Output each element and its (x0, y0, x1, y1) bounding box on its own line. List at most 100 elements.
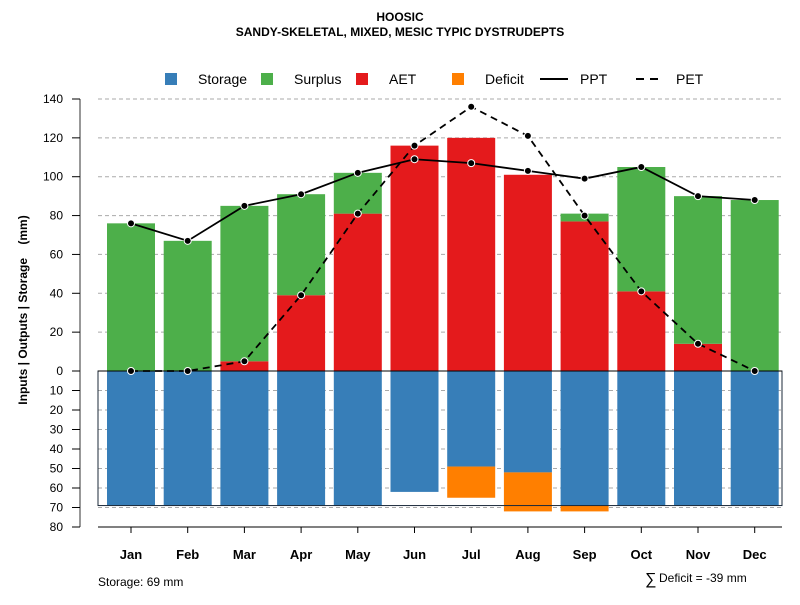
pet-point (580, 211, 589, 220)
aet-bar (503, 174, 552, 371)
legend-swatch-deficit (452, 73, 464, 85)
ppt-point (183, 236, 192, 245)
aet-bar (560, 221, 609, 371)
y-tick-label: 60 (50, 247, 64, 261)
x-tick-label: Dec (743, 547, 767, 562)
x-tick-label: May (345, 547, 371, 562)
pet-point (694, 339, 702, 348)
aet-bar (617, 291, 666, 371)
deficit-annotation: Deficit = -39 mm (659, 571, 747, 585)
y-tick-label: 120 (43, 131, 63, 145)
ppt-point (353, 168, 362, 177)
x-tick-label: Sep (573, 547, 597, 562)
surplus-bar (674, 196, 722, 344)
x-tick-label: Jun (403, 547, 426, 562)
storage-bar (730, 371, 779, 506)
x-tick-label: Aug (515, 547, 540, 562)
aet-bar (447, 137, 496, 371)
storage-bar (277, 371, 326, 506)
x-tick-label: Apr (290, 547, 312, 562)
y-tick-label: 70 (50, 501, 64, 515)
ppt-point (580, 174, 589, 183)
surplus-bar (617, 167, 666, 292)
y-tick-label: 60 (50, 481, 64, 495)
surplus-bar (277, 194, 326, 296)
ppt-point (240, 201, 249, 210)
pet-point (410, 141, 419, 150)
storage-bar (107, 371, 155, 506)
ppt-line (130, 158, 755, 242)
ppt-point (467, 159, 476, 168)
pet-point (523, 131, 532, 140)
aet-bar (277, 295, 326, 371)
legend-swatch-aet (356, 73, 368, 85)
deficit-bar (560, 505, 609, 512)
deficit-bar (503, 472, 552, 512)
y-tick-label: 20 (50, 403, 64, 417)
legend: Storage Surplus AET Deficit PPT PET (165, 71, 704, 87)
ppt-point (637, 163, 646, 171)
pet-point (127, 367, 135, 375)
pet-point (750, 367, 759, 375)
chart-subtitle: SANDY-SKELETAL, MIXED, MESIC TYPIC DYSTR… (236, 25, 564, 39)
pet-point (467, 102, 476, 111)
y-tick-label: 100 (43, 170, 63, 184)
y-tick-label: 80 (50, 209, 64, 223)
aet-bar (333, 213, 382, 371)
storage-bar (503, 371, 552, 473)
chart-title: HOOSIC (376, 10, 424, 24)
storage-bar (390, 371, 439, 492)
pet-line (131, 105, 756, 372)
y-axis-label: Inputs | Outputs | Storage (mm) (16, 215, 30, 404)
aet-bar (674, 343, 722, 371)
ppt-point (297, 190, 306, 199)
surplus-bar (730, 200, 779, 371)
aet-bar (390, 145, 439, 371)
bars (97, 137, 783, 512)
storage-annotation: Storage: 69 mm (98, 575, 183, 589)
y-tick-label: 140 (43, 92, 63, 106)
y-tick-label: 10 (50, 384, 64, 398)
ppt-point (127, 219, 135, 228)
pet-point (637, 287, 646, 296)
y-tick-label: 40 (50, 442, 64, 456)
pet-point (353, 209, 362, 218)
legend-label-pet: PET (676, 71, 704, 87)
x-tick-label: Nov (686, 547, 711, 562)
legend-label-surplus: Surplus (294, 71, 341, 87)
storage-bar (220, 371, 269, 506)
storage-bar (163, 371, 212, 506)
x-tick-label: Jul (462, 547, 481, 562)
ppt-point (750, 196, 759, 205)
x-tick-label: Jan (120, 547, 142, 562)
y-tick-label: 30 (50, 423, 64, 437)
pet-point (183, 367, 192, 375)
storage-bar (560, 371, 609, 506)
y-tick-label: 40 (50, 286, 64, 300)
y-tick-label: 20 (50, 325, 64, 339)
storage-bar (674, 371, 722, 506)
legend-label-ppt: PPT (580, 71, 608, 87)
storage-bar (333, 371, 382, 506)
surplus-bar (163, 240, 212, 371)
pet-point (240, 357, 249, 366)
deficit-sum-symbol: ∑ (645, 571, 656, 588)
aet-bar (220, 361, 269, 371)
y-tick-label: 80 (50, 520, 64, 534)
deficit-bar (447, 466, 496, 498)
legend-label-deficit: Deficit (485, 71, 524, 87)
legend-swatch-storage (165, 73, 177, 85)
x-tick-label: Mar (233, 547, 256, 562)
surplus-bar (220, 205, 269, 362)
storage-bar (447, 371, 496, 467)
surplus-bar (107, 223, 155, 371)
axes: 0 20 40 60 80 100 120 140 10 20 30 40 50 60 70 80 Jan Feb… (43, 92, 782, 562)
legend-swatch-surplus (261, 73, 273, 85)
ppt-point (410, 155, 419, 164)
legend-label-aet: AET (389, 71, 417, 87)
pet-point (297, 291, 306, 300)
legend-label-storage: Storage (198, 71, 247, 87)
lines (127, 102, 759, 375)
ppt-point (523, 166, 532, 175)
